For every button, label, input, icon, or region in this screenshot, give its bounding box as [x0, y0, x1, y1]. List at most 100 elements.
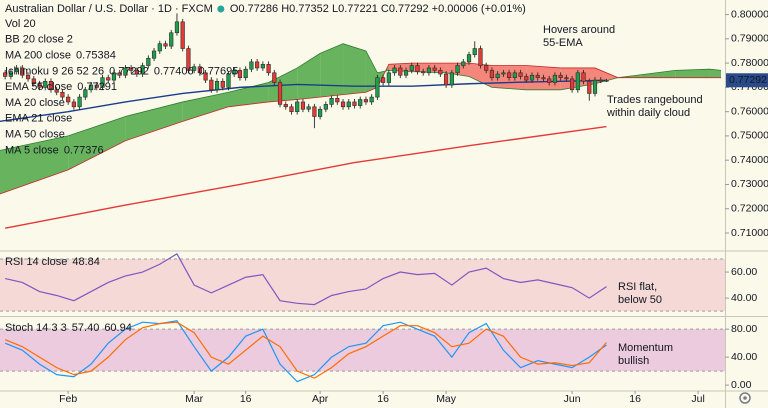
- candle-body: [220, 81, 225, 88]
- candle-body: [3, 72, 8, 77]
- candle-body: [306, 106, 311, 110]
- settings-icon[interactable]: [739, 392, 751, 404]
- candle-body: [100, 77, 105, 88]
- y-tick-label: 0.74000: [731, 154, 768, 166]
- candle-body: [369, 96, 374, 103]
- cloud-segment: [297, 53, 321, 100]
- cloud-segment: [640, 70, 676, 78]
- legend-name: MA 200 close: [5, 50, 71, 62]
- candle-body: [375, 77, 380, 98]
- candle-body: [163, 43, 168, 47]
- candle-body: [564, 77, 569, 80]
- candle-body: [186, 48, 191, 71]
- candle-body: [449, 72, 454, 86]
- candle-body: [495, 73, 500, 78]
- candle-body: [501, 72, 506, 75]
- y-tick-label: 0.79000: [731, 33, 768, 45]
- candle-body: [20, 67, 25, 76]
- y-tick-label: 0.73000: [731, 178, 768, 190]
- candle-body: [529, 74, 535, 81]
- candle-body: [272, 72, 277, 83]
- cloud-segment: [343, 43, 366, 95]
- candle-body: [60, 91, 65, 98]
- candle-body: [312, 106, 317, 117]
- legend-name: EMA 21 close: [5, 113, 72, 125]
- cloud-segment: [320, 43, 344, 98]
- candle-body: [340, 101, 346, 108]
- indicator-title: RSI 14 close: [5, 256, 67, 268]
- y-tick-label: 80.00: [731, 323, 757, 335]
- ohlc-values: O0.77286 H0.77352 L0.77221 C0.77292 +0.0…: [230, 3, 526, 15]
- candle-body: [25, 74, 31, 80]
- candle-body: [461, 61, 466, 66]
- candle-body: [54, 89, 59, 93]
- candle-body: [111, 72, 117, 81]
- annotation: Trades rangebound: [607, 94, 703, 106]
- legend-name: MA 5 close: [5, 144, 59, 156]
- indicator-value: 57.40: [72, 322, 100, 334]
- ma-line: [5, 125, 607, 229]
- x-tick-label: Apr: [312, 393, 329, 405]
- candle-body: [283, 104, 288, 108]
- legend-value: 0.77376: [64, 144, 104, 156]
- candle-body: [140, 65, 145, 75]
- candle-body: [541, 77, 546, 80]
- candle-body: [8, 71, 13, 77]
- x-tick-label: 16: [240, 393, 252, 405]
- x-tick-label: Jun: [564, 393, 581, 405]
- candle-body: [489, 70, 495, 78]
- cloud-segment: [365, 50, 378, 93]
- candle-body: [432, 67, 437, 71]
- candle-body: [169, 32, 174, 47]
- annotation: RSI flat,: [618, 281, 657, 293]
- legend-value: 0.77292: [109, 65, 149, 77]
- last-price-box: [726, 73, 768, 88]
- candle-body: [426, 67, 432, 74]
- cloud-segment: [675, 69, 710, 78]
- legend-value: 0.75384: [76, 50, 116, 62]
- candle-body: [71, 101, 76, 108]
- candle-body: [552, 74, 558, 83]
- y-tick-label: 0.78000: [731, 57, 768, 69]
- price-pane: [0, 13, 722, 229]
- settings-gear[interactable]: [739, 392, 751, 404]
- legend-value: 0.77695: [199, 65, 239, 77]
- candle-body: [581, 72, 586, 82]
- candle-body: [300, 101, 306, 110]
- candle-body: [329, 98, 334, 105]
- candle-body: [77, 96, 82, 108]
- candle-body: [203, 72, 208, 81]
- candle-body: [146, 57, 151, 66]
- legend-name: EMA 55 close: [5, 81, 72, 93]
- annotation: below 50: [618, 294, 662, 306]
- legend-name: MA 20 close: [5, 97, 65, 109]
- candle-body: [587, 81, 592, 94]
- candle-body: [466, 54, 472, 63]
- cloud-segment: [0, 135, 69, 194]
- indicator-line: [4, 320, 607, 383]
- x-tick-label: 16: [377, 393, 389, 405]
- indicator-line: [4, 321, 607, 379]
- candle-body: [289, 106, 294, 112]
- y-tick-label: 0.80000: [731, 8, 768, 20]
- annotation: 55-EMA: [543, 37, 583, 49]
- legend-value: 0.77291: [77, 81, 117, 93]
- candle-body: [174, 21, 180, 34]
- candle-body: [134, 70, 139, 75]
- indicator-title: Stoch 14 3 3: [5, 322, 67, 334]
- last-price-label: 0.77292: [729, 74, 767, 86]
- candle-body: [409, 65, 414, 71]
- candle-body: [415, 65, 420, 72]
- candle-body: [266, 64, 271, 74]
- x-tick-label: Feb: [59, 393, 77, 405]
- candle-body: [438, 70, 443, 75]
- candle-body: [363, 99, 369, 103]
- settings-gear-center[interactable]: [743, 396, 747, 400]
- candle-body: [524, 76, 529, 81]
- candle-body: [358, 99, 363, 106]
- candle-body: [455, 65, 460, 74]
- candle-body: [94, 84, 99, 88]
- candle-body: [192, 66, 197, 71]
- candle-body: [14, 67, 19, 72]
- candle-body: [255, 61, 260, 69]
